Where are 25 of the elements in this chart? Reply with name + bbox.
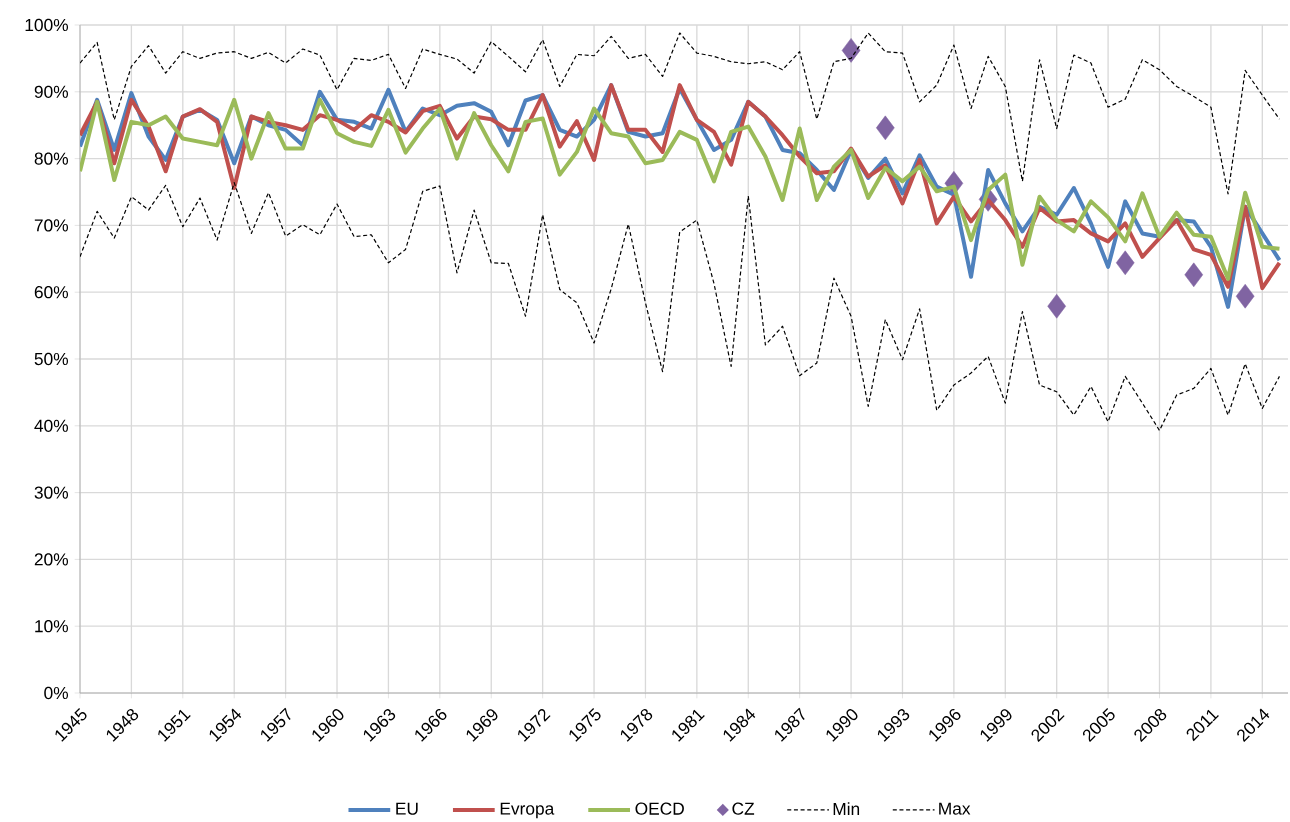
line-series: [80, 32, 1281, 195]
line-series: [80, 182, 1281, 432]
legend-label: CZ: [732, 802, 755, 815]
legend-label: Evropa: [500, 802, 555, 819]
y-tick-label: 70%: [34, 219, 69, 232]
point: [1115, 250, 1135, 276]
y-tick-label: 20%: [34, 553, 69, 566]
point: [876, 115, 895, 141]
point: [1235, 283, 1255, 309]
y-tick-label: 90%: [34, 85, 69, 98]
y-tick-label: 50%: [34, 352, 69, 366]
legend-label: Max: [939, 802, 971, 815]
legend-label: Min: [833, 802, 860, 815]
y-tick-label: 100%: [25, 18, 69, 32]
y-tick-label: 10%: [35, 620, 69, 633]
legend-label: EU: [396, 802, 418, 815]
y-tick-label: 60%: [34, 286, 69, 299]
y-tick-label: 80%: [34, 152, 69, 165]
y-tick-label: 30%: [34, 486, 69, 499]
y-tick-label: 0%: [44, 686, 69, 700]
point: [1047, 293, 1066, 319]
point: [1184, 262, 1204, 288]
point: [841, 38, 861, 63]
y-tick-label: 40%: [34, 419, 69, 432]
legend-label: OECD: [635, 802, 684, 815]
